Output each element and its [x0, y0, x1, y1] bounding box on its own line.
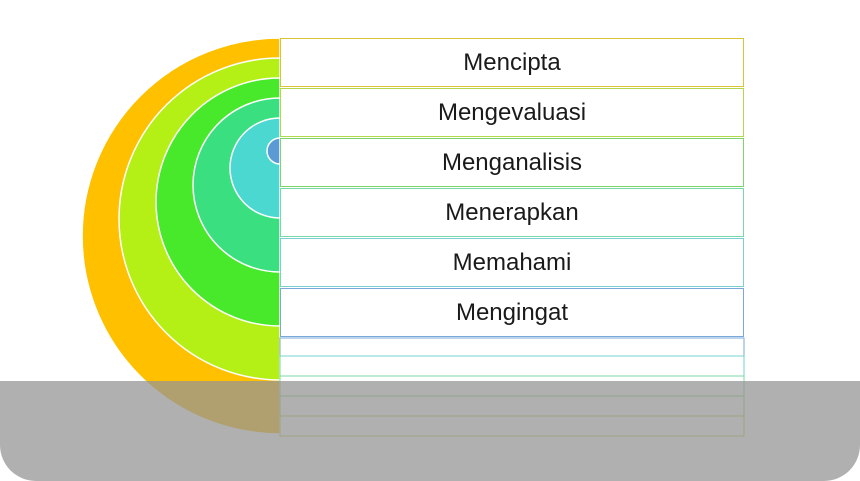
level-band-mengevaluasi: Mengevaluasi — [280, 88, 744, 137]
level-label-memahami: Memahami — [452, 248, 572, 276]
level-band-mencipta: Mencipta — [280, 38, 744, 87]
level-band-menerapkan: Menerapkan — [280, 188, 744, 237]
level-band-mengingat: Mengingat — [280, 288, 744, 337]
level-label-mengevaluasi: Mengevaluasi — [437, 98, 587, 126]
lower-stripe-line — [279, 355, 745, 377]
semicircle-mengingat — [266, 137, 281, 165]
lower-stripe-line — [279, 337, 745, 357]
semicircle-memahami — [229, 117, 281, 219]
level-band-memahami: Memahami — [280, 238, 744, 287]
level-label-menganalisis: Menganalisis — [441, 148, 583, 176]
level-label-mengingat: Mengingat — [455, 298, 569, 326]
level-label-menerapkan: Menerapkan — [445, 198, 579, 226]
bottom-gray-overlay — [0, 381, 860, 481]
level-band-menganalisis: Menganalisis — [280, 138, 744, 187]
level-label-mencipta: Mencipta — [463, 48, 561, 76]
